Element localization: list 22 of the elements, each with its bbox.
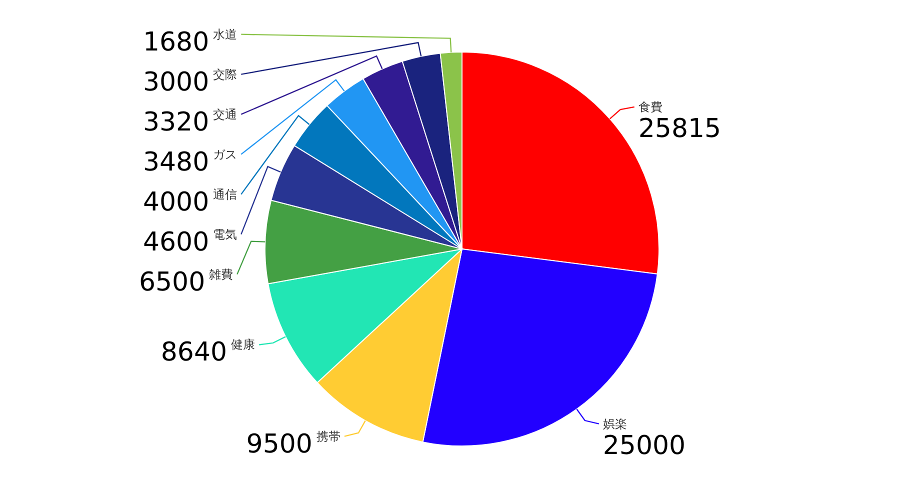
data-label: 4600 [142, 227, 210, 258]
slice-label: 交際 [213, 67, 238, 82]
data-label: 3320 [142, 107, 210, 138]
slice-label: ガス [213, 147, 238, 162]
data-label: 9500 [246, 429, 312, 460]
slice-label: 娯楽 [602, 416, 627, 431]
data-label: 8640 [160, 338, 228, 368]
data-label: 25000 [602, 430, 686, 461]
data-label: 6500 [138, 267, 206, 298]
data-label: 4000 [142, 187, 210, 218]
slice-label: 交通 [213, 107, 238, 122]
slice-label: 電気 [213, 227, 238, 242]
slice-label: 食費 [638, 100, 662, 114]
data-label: 3480 [142, 147, 210, 178]
data-label: 25815 [638, 114, 722, 144]
slice-label: 水道 [213, 27, 238, 42]
slice-label: 雑費 [209, 267, 234, 282]
slice-label: 通信 [213, 187, 238, 202]
data-label: 1680 [142, 27, 210, 58]
slice-label: 携帯 [316, 429, 340, 444]
slice-label: 健康 [231, 338, 256, 352]
data-label: 3000 [142, 67, 210, 98]
